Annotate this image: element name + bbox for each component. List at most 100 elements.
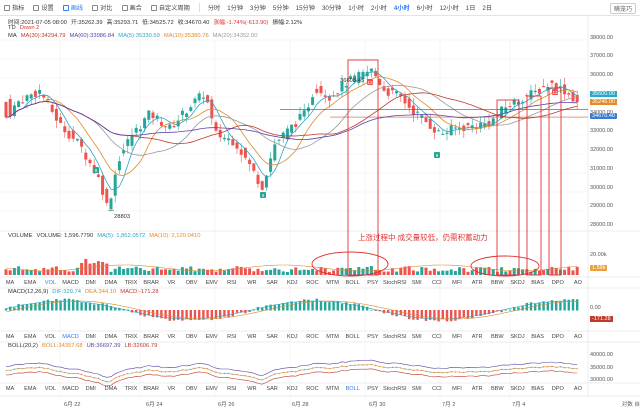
indicator-tab-stochrsi[interactable]: StochRSI [382, 334, 407, 340]
timeframe-10[interactable]: 12小时 [439, 5, 459, 12]
macd-name[interactable]: MACD(12,26,9) [8, 289, 49, 295]
indicator-tab-rsi[interactable]: RSI [227, 334, 237, 340]
toolbar-item-4[interactable]: 画合 [121, 3, 142, 12]
indicator-tab-boll[interactable]: BOLL [345, 334, 360, 340]
indicator-tab-obv[interactable]: OBV [185, 334, 198, 340]
indicator-tab-kdj[interactable]: KDJ [286, 334, 298, 340]
indicator-tab-ema[interactable]: EMA [24, 334, 37, 340]
indicator-tab-obv[interactable]: OBV [185, 386, 198, 392]
indicator-tab-wr[interactable]: WR [247, 280, 257, 286]
indicator-tab-mtm[interactable]: MTM [326, 334, 339, 340]
indicator-tab-wr[interactable]: WR [247, 386, 257, 392]
indicator-tab-atr[interactable]: ATR [471, 334, 483, 340]
indicator-tab-vr[interactable]: VR [167, 334, 176, 340]
timeframe-7[interactable]: 2小时 [371, 5, 387, 12]
timeframe-11[interactable]: 1日 [465, 5, 476, 12]
indicator-tab-emv[interactable]: EMV [205, 280, 218, 286]
indicator-tab-roc[interactable]: ROC [306, 280, 319, 286]
indicator-tab-vr[interactable]: VR [167, 386, 176, 392]
timeframe-2[interactable]: 3分钟 [250, 5, 266, 12]
indicator-tab-ema[interactable]: EMA [24, 280, 37, 286]
indicator-tab-dma[interactable]: DMA [104, 280, 118, 286]
indicator-tab-cci[interactable]: CCI [432, 386, 442, 392]
timeframe-1[interactable]: 1分钟 [227, 5, 244, 12]
volume-name[interactable]: VOLUME [8, 233, 33, 239]
indicator-tab-mtm[interactable]: MTM [326, 280, 339, 286]
indicator-tab-bbw[interactable]: BBW [490, 280, 504, 286]
indicator-tab-ao[interactable]: AO [573, 334, 582, 340]
timeframe-9[interactable]: 6小时 [416, 5, 433, 12]
indicator-tab-vol[interactable]: VOL [44, 280, 56, 286]
indicator-tab-skdj[interactable]: SKDJ [510, 386, 525, 392]
indicator-tab-psy[interactable]: PSY [367, 280, 379, 286]
toolbar-item-1[interactable]: 设置 [33, 3, 54, 12]
timeframe-5[interactable]: 30分钟 [321, 5, 342, 12]
timeframe-12[interactable]: 2日 [482, 5, 493, 12]
indicator-tab-obv[interactable]: OBV [185, 280, 198, 286]
toolbar-item-2[interactable]: 画线 [62, 3, 83, 12]
indicator-tab-wr[interactable]: WR [247, 334, 257, 340]
indicator-tab-bias[interactable]: BIAS [531, 334, 544, 340]
indicator-tab-cci[interactable]: CCI [432, 280, 442, 286]
boll-name[interactable]: BOLL(20,2) [8, 343, 38, 349]
indicator-tab-brar[interactable]: BRAR [143, 334, 159, 340]
indicator-tab-brar[interactable]: BRAR [143, 386, 159, 392]
indicator-tab-dma[interactable]: DMA [104, 334, 118, 340]
indicator-tab-vr[interactable]: VR [167, 280, 176, 286]
indicator-tab-ma[interactable]: MA [5, 280, 15, 286]
indicator-tab-psy[interactable]: PSY [367, 386, 379, 392]
axis-mode-toggle[interactable]: 对数 自 [621, 402, 640, 408]
indicator-tab-vol[interactable]: VOL [44, 386, 56, 392]
indicator-tab-smi[interactable]: SMI [411, 280, 422, 286]
toolbar-item-5[interactable]: 自定义周期 [150, 3, 190, 12]
indicator-tab-sar[interactable]: SAR [266, 334, 278, 340]
indicator-tab-skdj[interactable]: SKDJ [510, 280, 525, 286]
indicator-tab-trix[interactable]: TRIX [124, 334, 138, 340]
indicator-tab-stochrsi[interactable]: StochRSI [382, 280, 407, 286]
indicator-tab-dmi[interactable]: DMI [85, 280, 96, 286]
indicator-tab-mfi[interactable]: MFI [452, 334, 462, 340]
indicator-tab-brar[interactable]: BRAR [143, 280, 159, 286]
indicator-tab-ma[interactable]: MA [5, 334, 15, 340]
indicator-tab-atr[interactable]: ATR [471, 280, 483, 286]
settings-dropdown[interactable]: 瞒笼巧 [609, 3, 636, 14]
indicator-tab-emv[interactable]: EMV [205, 334, 218, 340]
indicator-tab-dpo[interactable]: DPO [551, 334, 564, 340]
indicator-tab-smi[interactable]: SMI [411, 334, 422, 340]
indicator-tab-trix[interactable]: TRIX [124, 386, 138, 392]
indicator-tab-rsi[interactable]: RSI [227, 386, 237, 392]
indicator-tab-kdj[interactable]: KDJ [286, 386, 298, 392]
timeframe-3[interactable]: 5分钟 [272, 5, 289, 12]
indicator-tab-bias[interactable]: BIAS [531, 386, 544, 392]
ma-name[interactable]: MA [8, 33, 17, 39]
indicator-tab-boll[interactable]: BOLL [345, 386, 360, 392]
indicator-tab-ma[interactable]: MA [5, 386, 15, 392]
timeframe-4[interactable]: 15分钟 [295, 5, 315, 12]
indicator-tab-trix[interactable]: TRIX [124, 280, 138, 286]
indicator-tab-ema[interactable]: EMA [24, 386, 37, 392]
indicator-tab-stochrsi[interactable]: StochRSI [382, 386, 407, 392]
indicator-tab-sar[interactable]: SAR [266, 280, 278, 286]
indicator-tab-boll[interactable]: BOLL [345, 280, 360, 286]
indicator-tab-sar[interactable]: SAR [266, 386, 278, 392]
timeframe-0[interactable]: 分时 [207, 5, 221, 12]
indicator-tab-dma[interactable]: DMA [104, 386, 118, 392]
toolbar-item-0[interactable]: 指标 [4, 3, 24, 12]
indicator-tab-macd[interactable]: MACD [62, 386, 79, 392]
timeframe-6[interactable]: 1小时 [348, 5, 365, 12]
indicator-tab-ao[interactable]: AO [573, 386, 582, 392]
indicator-tab-bias[interactable]: BIAS [531, 280, 544, 286]
indicator-tab-roc[interactable]: ROC [306, 386, 319, 392]
indicator-tab-macd[interactable]: MACD [62, 280, 79, 286]
indicator-tab-mtm[interactable]: MTM [326, 386, 339, 392]
indicator-tab-mfi[interactable]: MFI [452, 280, 462, 286]
indicator-tab-smi[interactable]: SMI [411, 386, 422, 392]
indicator-tab-psy[interactable]: PSY [367, 334, 379, 340]
indicator-tab-dpo[interactable]: DPO [551, 280, 564, 286]
toolbar-item-3[interactable]: 对比 [92, 3, 113, 12]
indicator-tab-dpo[interactable]: DPO [551, 386, 564, 392]
indicator-tab-dmi[interactable]: DMI [85, 334, 96, 340]
indicator-tab-bbw[interactable]: BBW [490, 334, 504, 340]
timeframe-8[interactable]: 4小时 [393, 5, 410, 12]
